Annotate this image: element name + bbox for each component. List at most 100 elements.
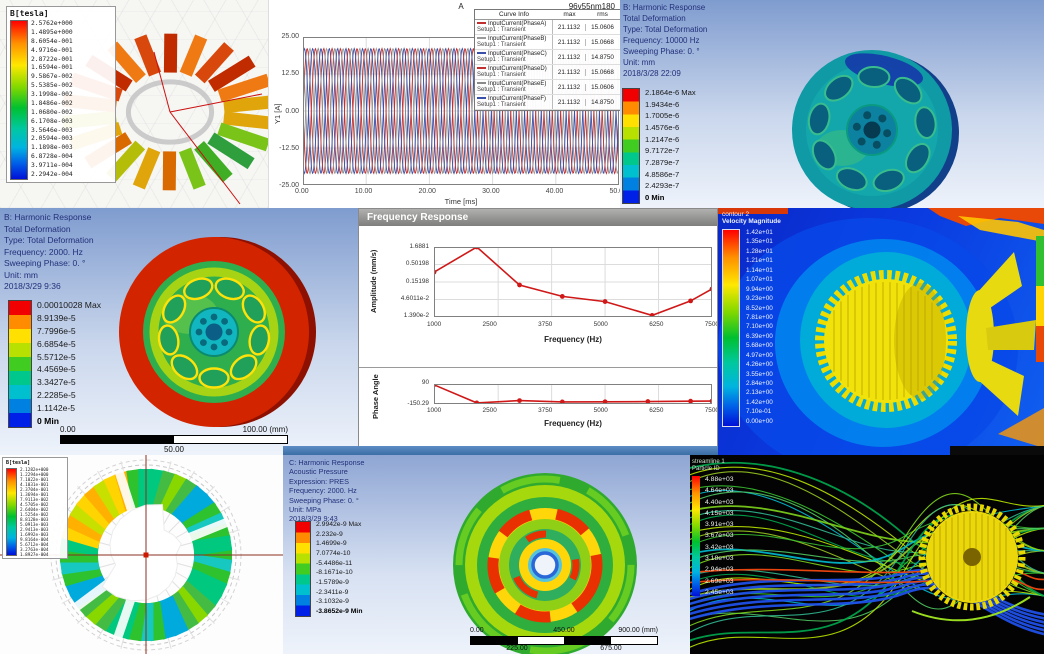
phase-x-ticks: 1000 2500 3750 5000 6250 7500 [427, 407, 718, 414]
legend-value: 1.07e+01 [746, 276, 773, 284]
curve-color-swatch [477, 37, 486, 40]
section-divider [359, 367, 717, 368]
frequency-response-window: Frequency Response Amplitude (mm/s) 1.68… [358, 208, 718, 455]
wheel-deformation-visualization [119, 237, 316, 427]
result-info-block: B: Harmonic Response Total Deformation Typ… [4, 212, 94, 293]
amplitude-chart [434, 247, 712, 317]
scale-top-labels: 0.00 450.00 900.00 (mm) [470, 627, 658, 636]
legend-value: 5.68e+00 [746, 342, 773, 350]
x-tick: 7500 [704, 407, 718, 414]
info-line: B: Harmonic Response [4, 212, 92, 222]
curve-max: 21.1132 [553, 38, 586, 46]
scale-bottom-labels: 225.00 675.00 [470, 645, 658, 654]
legend-value: 8.52e+00 [746, 304, 773, 312]
legend-value: 6.39e+00 [746, 332, 773, 340]
legend-value: 4.97e+00 [746, 351, 773, 359]
legend-value: 1.2294e+000 [20, 473, 49, 478]
plot-title: A [458, 2, 464, 11]
legend-value: 2.0594e-003 [31, 135, 73, 143]
colorbar [10, 20, 28, 180]
curve-name: InputCurrent(PhaseF) [488, 96, 547, 102]
phase-y-ticks: 90 -150.29 [389, 379, 429, 407]
curve-legend-row: InputCurrent(PhaseE) Setup1 : Transient … [475, 80, 621, 95]
scale-ruler: 0.00 450.00 900.00 (mm) 225.00 675.00 [470, 627, 658, 654]
curve-rms: 15.0606 [591, 83, 614, 91]
legend-values: 2.5762e+000 1.4895e+000 8.6054e-001 4.9716e… [31, 20, 73, 178]
result-info-block: B: Harmonic Response Total Deformation Typ… [623, 2, 707, 79]
legend-value: 2.84e+00 [746, 380, 773, 387]
window-titlebar[interactable]: Frequency Response [359, 209, 717, 226]
legend-value: 4.26e+00 [746, 361, 773, 369]
curve-max: 21.1132 [553, 98, 586, 106]
curve-color-swatch [477, 82, 486, 85]
legend-value: 9.7172e-7 [645, 146, 680, 156]
legend-value: 1.42e+00 [746, 398, 773, 406]
curve-max: 21.1132 [553, 68, 586, 76]
legend-value: 2.45e+03 [705, 588, 734, 596]
legend-value: 3.67e+03 [705, 532, 734, 540]
curve-setup: Setup1 : Transient [477, 42, 526, 48]
legend-value: 1.5254e-002 [20, 513, 49, 518]
scale-450: 450.00 [553, 627, 575, 634]
legend-value: 1.35e+01 [746, 238, 773, 246]
colorbar [6, 468, 17, 556]
phase-chart [434, 384, 712, 404]
legend-value: 7.10e-01 [746, 408, 772, 416]
curve-max: 21.1132 [553, 83, 586, 91]
legend-title-line1: streamline 1 [692, 459, 725, 465]
legend-title: B[tesla] [10, 9, 49, 18]
legend-value: 3.42e+03 [705, 543, 734, 551]
x-tick: 40.00 [545, 188, 564, 195]
legend-value: 7.2879e-7 [645, 157, 680, 167]
y-tick: 4.6011e-2 [400, 294, 429, 302]
curve-name: InputCurrent(PhaseC) [488, 51, 547, 57]
y-tick: 0.00 [285, 107, 299, 115]
legend-value: 8.6054e-001 [31, 37, 73, 45]
legend-value: 2.1864e-6 Max [645, 88, 696, 97]
y-tick: 1.6881 [409, 243, 429, 250]
streamline-visualization [690, 461, 1044, 648]
curve-legend-row: InputCurrent(PhaseD) Setup1 : Transient … [475, 65, 621, 80]
scale-900: 900.00 (mm) [618, 627, 658, 634]
curve-name-cell: InputCurrent(PhaseF) Setup1 : Transient [475, 95, 553, 109]
legend-value: 1.8927e-004 [20, 553, 49, 558]
curve-setup: Setup1 : Transient [477, 57, 526, 63]
legend-value: 9.8164e-004 [20, 538, 49, 543]
legend-value: 3.55e+00 [746, 370, 773, 378]
curve-max: 21.1132 [553, 23, 586, 31]
y-tick: 0.50198 [405, 260, 429, 268]
legend-value: 3.91e+03 [705, 521, 734, 529]
info-line: Acoustic Pressure [289, 467, 348, 477]
y-tick: 12.50 [281, 70, 299, 78]
y-tick: 90 [421, 379, 429, 386]
curve-name-cell: InputCurrent(PhaseB) Setup1 : Transient [475, 35, 553, 49]
x-tick: 6250 [649, 321, 664, 328]
amplitude-axis-label: Amplitude (mm/s) [369, 249, 378, 313]
legend-value: 2.9942e-9 Max [316, 521, 362, 528]
y-ticks: 25.00 12.50 0.00 -12.50 -25.00 [273, 33, 299, 189]
info-line: 2018/3/28 22:09 [623, 69, 681, 78]
info-line: Frequency: 2000. Hz [4, 246, 83, 257]
legend-value: 7.81e+00 [746, 313, 773, 321]
x-tick: 20.00 [418, 188, 436, 195]
info-line: Sweeping Phase: 0. ° [4, 258, 86, 268]
scale-mid: 50.00 [163, 445, 185, 454]
legend-value: 1.4895e+000 [31, 28, 73, 36]
legend-value: 2.232e-9 [316, 530, 343, 538]
legend-header: Curve Info max rms [475, 10, 621, 20]
panel-harmonic-10000: B: Harmonic Response Total Deformation Typ… [620, 0, 1044, 208]
legend-value: 1.0680e-002 [31, 108, 73, 116]
amplitude-x-axis-label: Frequency (Hz) [544, 335, 602, 344]
curve-setup: Setup1 : Transient [477, 102, 526, 108]
info-line: B: Harmonic Response [623, 3, 706, 12]
legend-value: 7.10e+00 [746, 323, 773, 331]
info-line: Type: Total Deformation [623, 25, 708, 34]
legend-value: 2.2285e-5 [37, 390, 76, 401]
legend-value: 3.9711e-004 [31, 162, 73, 169]
info-line: Sweeping Phase: 0. ° [623, 47, 700, 56]
scale-675: 675.00 [600, 645, 622, 652]
curve-setup: Setup1 : Transient [477, 87, 526, 93]
legend-values: 2.1282e+000 1.2294e+000 7.1022e-001 4.1031e… [20, 468, 49, 558]
legend-value: 4.40e+03 [705, 498, 734, 506]
x-tick: 3750 [538, 321, 553, 328]
